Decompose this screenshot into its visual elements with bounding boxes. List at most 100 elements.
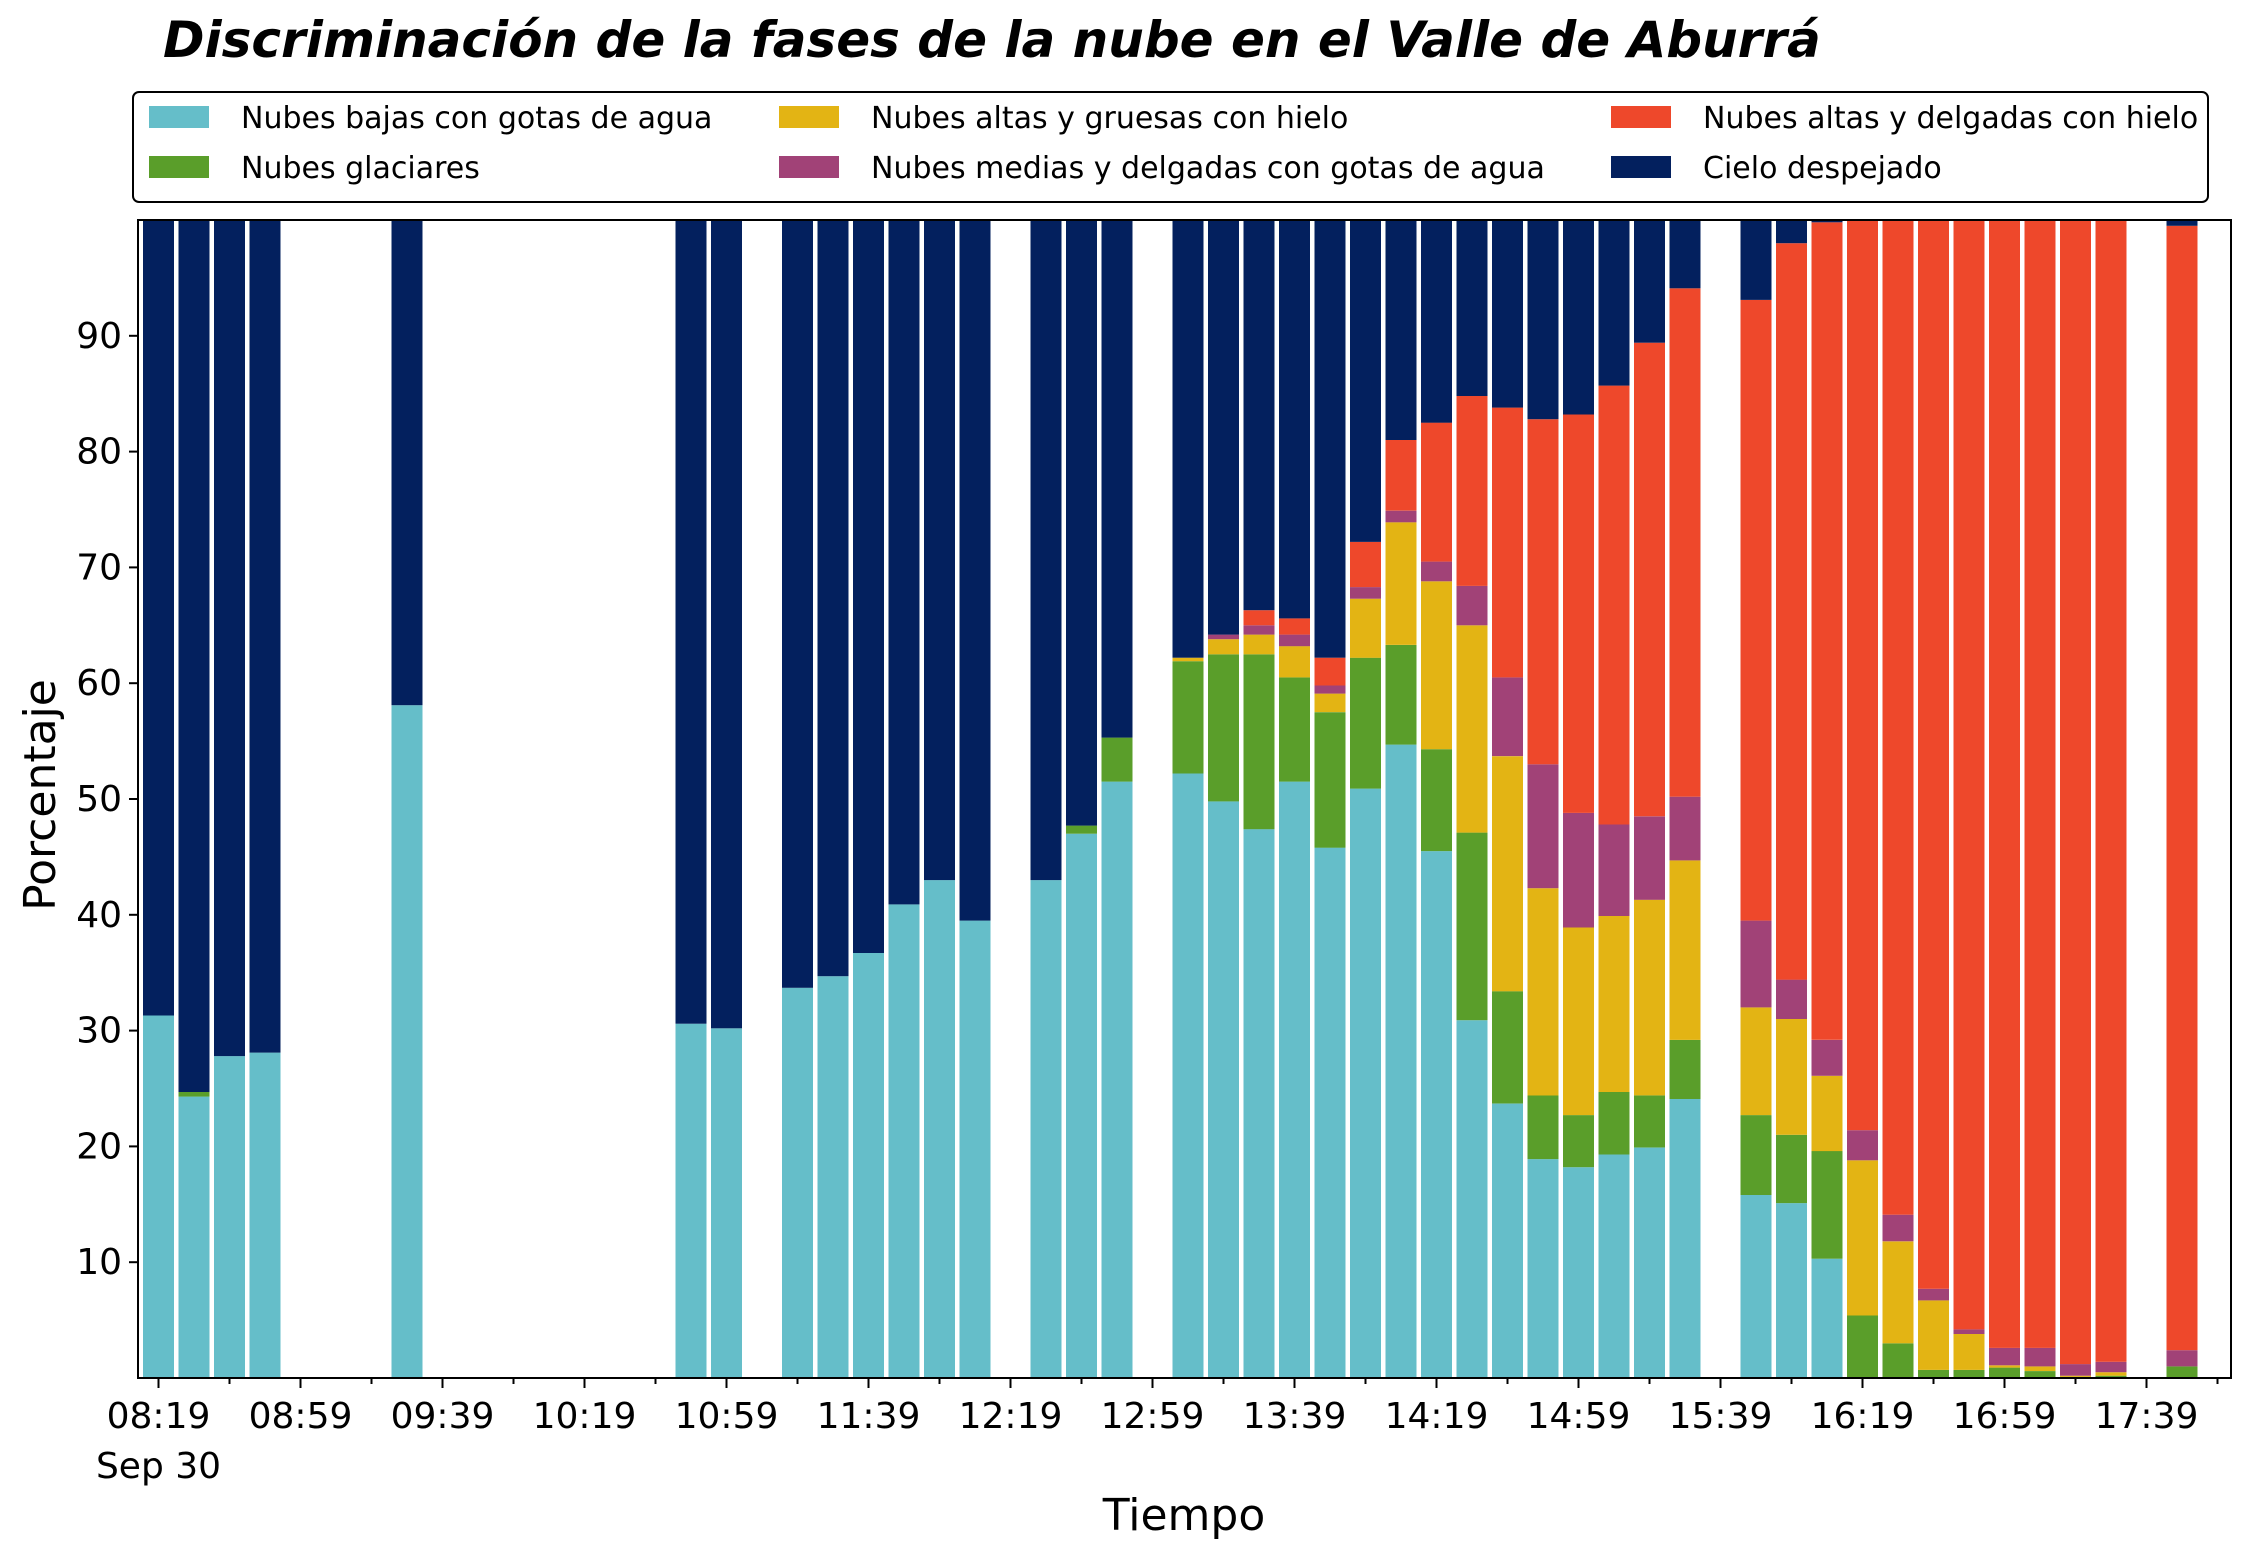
bar-segment-26-series-3 [1527, 764, 1559, 889]
bar-segment-27-series-4 [1563, 414, 1594, 813]
bar-segment-19-series-0 [1279, 781, 1310, 1378]
bar-segment-9-series-5 [853, 220, 884, 953]
bar-segment-31-series-3 [1740, 920, 1772, 1008]
y-tick-label: 40 [76, 895, 122, 936]
x-tick-label: 15:39 [1669, 1396, 1773, 1437]
bar-segment-2-series-5 [214, 220, 245, 1057]
bar-segment-31-series-2 [1740, 1007, 1772, 1116]
plot-area: 10 20 30 40 50 60 70 80 90 08:19 08:59 09:39 10:19 1… [76, 219, 2232, 1487]
bar-segment-24-series-3 [1456, 585, 1488, 626]
bar-segment-16-series-1 [1172, 661, 1204, 774]
bar-segment-25-series-1 [1492, 991, 1523, 1104]
bar-segment-34-series-2 [1847, 1160, 1878, 1316]
x-tick-label: 10:59 [675, 1396, 779, 1437]
bar-segment-20-series-2 [1314, 693, 1346, 713]
bar-segment-14-series-5 [1066, 220, 1097, 826]
bar-segment-27-series-5 [1563, 220, 1594, 415]
bar-segment-29-series-3 [1634, 816, 1665, 900]
bar-segment-25-series-3 [1492, 677, 1523, 757]
bar-segment-29-series-0 [1634, 1147, 1665, 1378]
bar-segment-12-series-0 [959, 920, 991, 1378]
legend-swatch-3 [779, 156, 839, 178]
bar-segment-13-series-0 [1030, 880, 1062, 1378]
y-tick-label: 90 [76, 316, 122, 357]
bar-segment-17-series-0 [1208, 801, 1239, 1378]
bar-segment-29-series-2 [1634, 899, 1665, 1096]
bar-segment-38-series-2 [1989, 1365, 2020, 1368]
bar-segment-25-series-5 [1492, 220, 1523, 408]
bar-segment-21-series-5 [1350, 220, 1381, 542]
bar-segment-3-series-0 [249, 1052, 281, 1378]
bar-segment-30-series-3 [1669, 796, 1701, 861]
chart-title: Discriminación de la fases de la nube en… [163, 11, 1821, 69]
bars-group [143, 220, 2198, 1378]
bar-segment-33-series-3 [1811, 1039, 1843, 1076]
bar-segment-35-series-3 [1882, 1214, 1914, 1242]
bar-segment-41-series-4 [2095, 220, 2127, 1362]
bar-segment-33-series-4 [1811, 222, 1843, 1040]
x-tick-label: 12:19 [959, 1396, 1063, 1437]
legend: Nubes bajas con gotas de agua Nubes glaci… [132, 91, 2209, 203]
legend-label-3: Nubes medias y delgadas con gotas de agu… [871, 151, 1545, 186]
bar-segment-1-series-0 [178, 1096, 210, 1378]
bar-segment-22-series-4 [1385, 440, 1417, 511]
bar-segment-34-series-1 [1847, 1315, 1878, 1378]
x-tick-label: 14:19 [1385, 1396, 1489, 1437]
bar-segment-9-series-0 [853, 953, 884, 1378]
bar-segment-4-series-0 [391, 705, 423, 1378]
bar-segment-16-series-5 [1172, 220, 1204, 658]
bar-segment-24-series-4 [1456, 396, 1488, 586]
bar-segment-26-series-2 [1527, 888, 1559, 1096]
bar-segment-25-series-2 [1492, 756, 1523, 992]
bar-segment-36-series-4 [1918, 220, 1949, 1289]
bar-segment-28-series-0 [1598, 1154, 1630, 1378]
bar-segment-24-series-2 [1456, 625, 1488, 833]
bar-segment-6-series-5 [711, 220, 742, 1029]
bar-segment-27-series-2 [1563, 927, 1594, 1116]
bar-segment-32-series-2 [1776, 1019, 1807, 1135]
bar-segment-18-series-1 [1243, 654, 1275, 830]
x-axis-label: Tiempo [1102, 1490, 1266, 1541]
bar-segment-41-series-2 [2095, 1372, 2127, 1376]
bar-segment-31-series-1 [1740, 1115, 1772, 1195]
x-tick-label: 17:39 [2095, 1396, 2199, 1437]
bar-segment-32-series-5 [1776, 220, 1807, 244]
bar-segment-32-series-0 [1776, 1203, 1807, 1378]
bar-segment-22-series-1 [1385, 645, 1417, 745]
bar-segment-26-series-0 [1527, 1159, 1559, 1378]
bar-segment-33-series-2 [1811, 1075, 1843, 1152]
bar-segment-14-series-1 [1066, 825, 1097, 834]
bar-segment-38-series-4 [1989, 220, 2020, 1348]
bar-segment-37-series-2 [1953, 1334, 1985, 1370]
legend-label-0: Nubes bajas con gotas de agua [241, 101, 712, 136]
bar-segment-7-series-5 [782, 220, 813, 988]
bar-segment-15-series-1 [1101, 737, 1133, 782]
bar-segment-41-series-3 [2095, 1361, 2127, 1373]
bar-segment-16-series-0 [1172, 773, 1204, 1378]
y-axis-label: Porcentaje [15, 679, 66, 911]
bar-segment-20-series-3 [1314, 685, 1346, 694]
bar-segment-19-series-2 [1279, 646, 1310, 678]
bar-segment-5-series-0 [675, 1023, 707, 1378]
bar-segment-10-series-5 [888, 220, 920, 905]
bar-segment-20-series-4 [1314, 657, 1346, 686]
bar-segment-5-series-5 [675, 220, 707, 1024]
bar-segment-13-series-5 [1030, 220, 1062, 881]
bar-segment-23-series-4 [1421, 422, 1452, 562]
bar-segment-32-series-1 [1776, 1134, 1807, 1204]
bar-segment-8-series-0 [817, 976, 849, 1378]
bar-segment-28-series-1 [1598, 1092, 1630, 1155]
bar-segment-37-series-1 [1953, 1369, 1985, 1378]
bar-segment-25-series-4 [1492, 407, 1523, 678]
bar-segment-22-series-2 [1385, 522, 1417, 645]
bar-segment-15-series-0 [1101, 781, 1133, 1378]
bar-segment-28-series-2 [1598, 916, 1630, 1092]
bar-segment-19-series-5 [1279, 220, 1310, 619]
x-tick-label: 08:59 [249, 1396, 353, 1437]
legend-label-2: Nubes altas y gruesas con hielo [871, 101, 1348, 136]
x-tick-label: 16:19 [1811, 1396, 1915, 1437]
x-tick-date-label: Sep 30 [96, 1446, 221, 1487]
bar-segment-7-series-0 [782, 987, 813, 1378]
y-tick-label: 70 [76, 547, 122, 588]
